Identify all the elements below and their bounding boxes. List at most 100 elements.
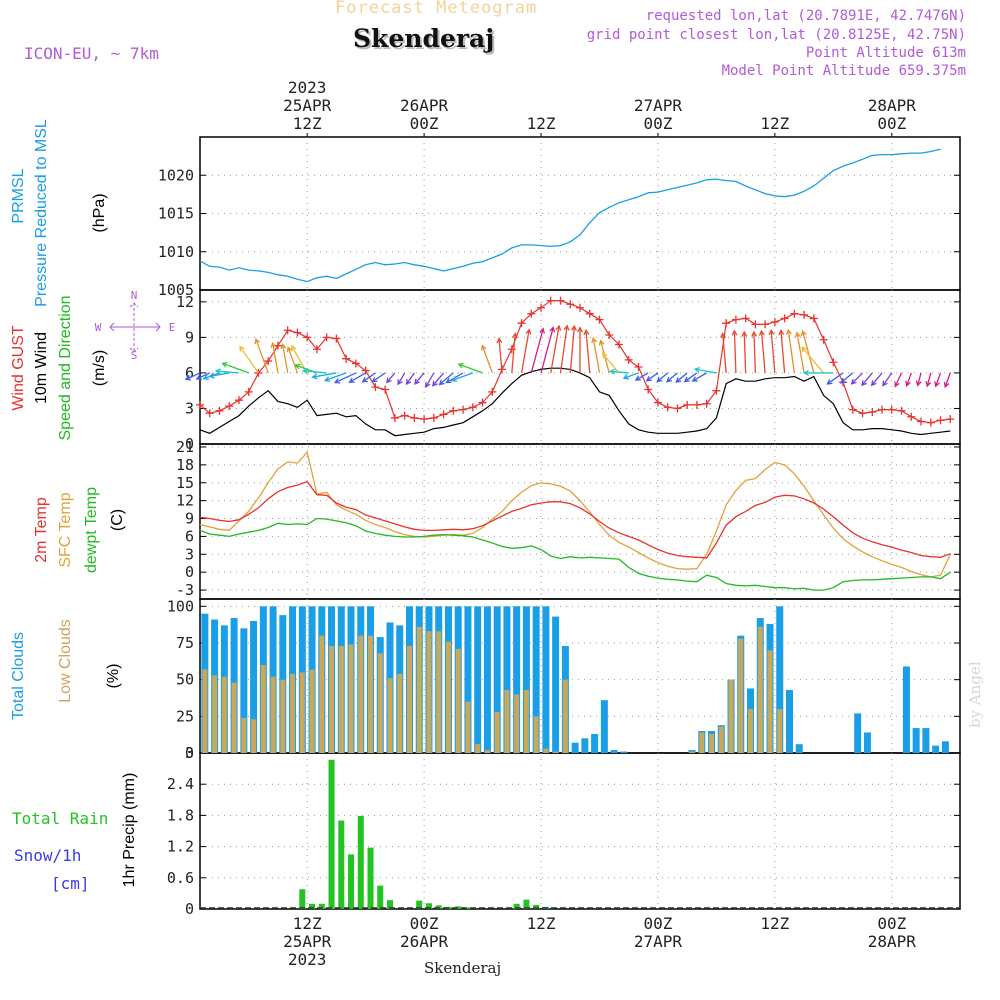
rain-bar: [328, 759, 335, 909]
rain-bar: [455, 906, 462, 909]
total-cloud-bar: [250, 621, 258, 753]
wind-arrow-head: [549, 326, 556, 333]
gust-marker: [312, 345, 321, 354]
wind-arrow: [802, 330, 815, 374]
low-cloud-bar: [309, 669, 315, 753]
wind-arrow-head: [480, 344, 487, 351]
temp-ytick-label: 18: [176, 456, 194, 474]
compass-s: S: [131, 349, 138, 362]
wind-arrow: [926, 372, 932, 387]
gust-marker: [809, 314, 818, 323]
gust-marker: [449, 406, 458, 415]
wind-arrow-head: [431, 380, 438, 387]
total-cloud-bar: [591, 733, 599, 753]
gust-marker: [917, 417, 926, 426]
wind-arrow: [451, 372, 474, 382]
wind-arrow-head: [397, 379, 403, 386]
wind-arrow: [209, 372, 230, 377]
wind-arrow: [666, 372, 678, 383]
clouds-ytick-label: 100: [167, 597, 194, 615]
wind-arrow: [684, 372, 698, 382]
low-cloud-bar: [504, 689, 510, 753]
gust-marker: [517, 319, 526, 328]
wind-arrow-head: [720, 332, 727, 339]
low-cloud-bar: [738, 638, 744, 753]
clouds-ytick-label: 0: [185, 744, 194, 762]
gust-marker: [488, 387, 497, 396]
gust-marker: [848, 405, 857, 414]
clouds-ytick-label: 25: [176, 707, 194, 725]
wind-arrow: [743, 332, 747, 373]
wind-arrow: [239, 346, 259, 374]
gust-line: [199, 300, 951, 424]
wind-arrow-head: [741, 330, 748, 337]
temp-ytick-label: 9: [185, 510, 194, 528]
gust-marker: [371, 383, 380, 392]
top-time-label: 2023: [288, 78, 327, 97]
precip-ytick-label: 0: [185, 900, 194, 918]
low-cloud-bar: [465, 701, 471, 753]
low-cloud-bar: [290, 673, 296, 753]
wind-arrow: [196, 372, 211, 380]
gust-marker: [468, 403, 477, 412]
gust-marker: [390, 413, 399, 422]
gust-marker: [722, 319, 731, 328]
bottom-time-label: 00Z: [877, 914, 906, 933]
precip-panel-frame: [199, 752, 961, 910]
gust-marker: [537, 303, 546, 312]
credit-watermark: by Angel: [966, 661, 984, 728]
low-cloud-bar: [757, 626, 763, 753]
gust-marker: [692, 400, 701, 409]
wind-arrow: [520, 329, 530, 374]
gust-marker: [429, 413, 438, 422]
gust-marker: [215, 406, 224, 415]
bottom-time-label: 2023: [288, 950, 327, 969]
model-altitude: Model Point Altitude 659.375m: [721, 63, 966, 79]
wind-arrow: [303, 370, 327, 374]
wind-label-10m: 10m Wind: [33, 332, 50, 404]
gust-marker: [761, 320, 770, 329]
gust-marker: [351, 359, 360, 368]
gust-marker: [459, 405, 468, 414]
low-cloud-bar: [299, 672, 305, 753]
wind-arrow: [694, 368, 717, 374]
wind-arrow-head: [915, 380, 922, 387]
wind-arrow: [753, 332, 757, 373]
wind-arrow: [185, 372, 201, 381]
compass-w: W: [95, 321, 102, 334]
wind-arrow: [406, 372, 415, 385]
wind-arrow-head: [511, 332, 518, 339]
total-cloud-bar: [932, 745, 940, 753]
compass-e: E: [169, 321, 176, 334]
footer-station: Skenderaj: [424, 959, 502, 977]
temp-label-sfc: SFC Temp: [57, 492, 74, 567]
pressure-ytick-label: 1010: [158, 243, 194, 261]
low-cloud-bar: [748, 709, 754, 753]
wind-arrow: [827, 372, 844, 385]
top-time-label: 26APR: [400, 96, 449, 115]
wind-arrow: [287, 347, 299, 374]
pressure-ytick-label: 1005: [158, 281, 194, 299]
precip-ytick-label: 1.8: [167, 806, 194, 824]
wind-arrow-head: [425, 381, 431, 389]
top-time-label: 00Z: [643, 114, 672, 133]
wind-ytick-label: 12: [176, 293, 194, 311]
precip-ytick-label: 0.6: [167, 869, 194, 887]
bottom-time-label: 27APR: [634, 932, 683, 951]
temp-label-dewpt: dewpt Temp: [83, 487, 100, 573]
gust-marker: [751, 320, 760, 329]
gust-marker: [946, 415, 955, 424]
total-cloud-bar: [522, 606, 530, 753]
clouds-unit-label: (%): [105, 664, 122, 689]
low-cloud-bar: [689, 751, 695, 753]
bottom-time-label: 12Z: [760, 914, 789, 933]
wind-arrow: [675, 372, 688, 383]
pressure-label-prmsl: PRMSL: [10, 168, 27, 223]
wind-ytick-label: 9: [185, 328, 194, 346]
low-cloud-bar: [221, 676, 227, 753]
low-cloud-bar: [241, 717, 247, 753]
low-cloud-bar: [348, 644, 354, 753]
gust-marker: [420, 415, 429, 424]
gust-marker: [897, 406, 906, 415]
gust-marker: [829, 358, 838, 367]
